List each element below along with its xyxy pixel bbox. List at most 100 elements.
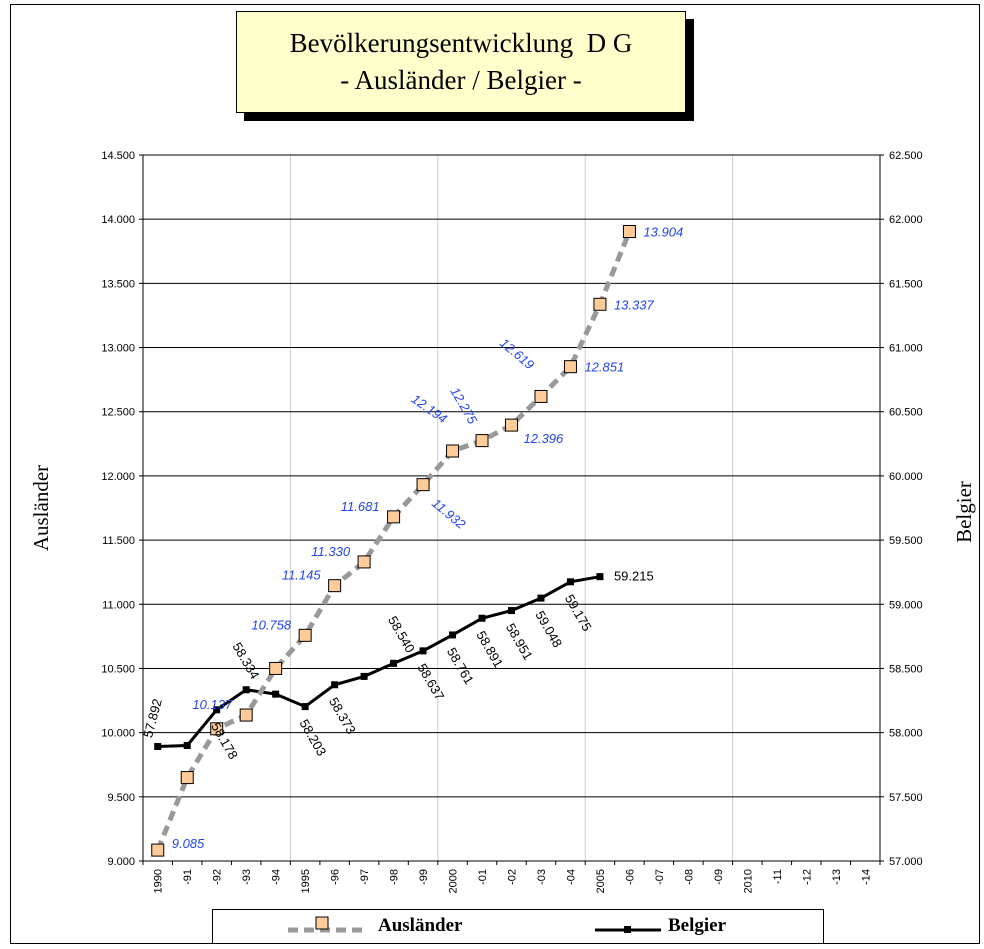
- y-tick-label-right: 60.500: [889, 407, 923, 419]
- auslaender-data-label: 12.851: [584, 360, 624, 375]
- legend-belgier-marker-icon: [624, 926, 631, 933]
- auslaender-data-point: [387, 510, 401, 524]
- y-tick-label-right: 62.000: [889, 214, 923, 226]
- belgier-data-point: [390, 659, 398, 667]
- belgier-data-label: 58.951: [503, 621, 536, 663]
- y-tick-label-left: 11.000: [102, 599, 135, 611]
- belgier-data-point: [331, 681, 339, 689]
- auslaender-data-label: 10.758: [251, 617, 292, 632]
- belgier-data-label: 58.761: [444, 645, 477, 687]
- x-tick-label: -06: [624, 869, 636, 885]
- belgier-data-point: [419, 647, 427, 655]
- belgier-data-point: [301, 703, 309, 711]
- auslaender-data-point: [269, 661, 283, 675]
- x-tick-label: 2000: [448, 869, 460, 893]
- x-tick-label: -96: [330, 869, 342, 885]
- auslaender-data-label: 9.085: [172, 836, 205, 851]
- auslaender-data-label: 12.275: [447, 385, 480, 428]
- x-tick-label: -09: [713, 869, 725, 885]
- auslaender-data-point: [328, 579, 342, 593]
- y-tick-label-left: 10.500: [101, 663, 135, 675]
- auslaender-data-label: 12.396: [524, 431, 565, 446]
- legend-auslaender-marker-icon: [315, 916, 329, 930]
- auslaender-data-point: [534, 389, 548, 403]
- chart-title: Bevölkerungsentwicklung D G - Ausländer …: [236, 11, 686, 113]
- belgier-data-label: 59.175: [562, 592, 595, 634]
- x-tick-label: -98: [389, 869, 401, 885]
- y-tick-label-left: 12.000: [101, 471, 135, 483]
- belgier-data-point: [154, 742, 162, 750]
- x-tick-label: -03: [536, 869, 548, 885]
- belgier-data-label: 59.048: [532, 608, 565, 650]
- chart-plot: 9.000 57.000 9.500 57.500 10.000 58.000 10.500…: [29, 150, 976, 893]
- legend: Ausländer Belgier: [212, 909, 824, 944]
- x-tick-label: 2010: [742, 869, 754, 893]
- y-tick-label-left: 11.500: [102, 535, 135, 547]
- x-tick-label: -01: [477, 869, 489, 885]
- belgier-data-point: [566, 578, 574, 586]
- auslaender-data-point: [416, 478, 430, 492]
- y-tick-label-right: 57.500: [889, 792, 923, 804]
- belgier-data-point: [478, 614, 486, 622]
- x-tick-label: 2005: [595, 869, 607, 893]
- x-tick-label: -97: [359, 869, 371, 885]
- y-tick-label-right: 57.000: [889, 856, 923, 868]
- auslaender-data-point: [210, 722, 224, 736]
- belgier-data-label: 58.334: [230, 640, 263, 682]
- belgier-data-point: [449, 631, 457, 639]
- belgier-data-point: [537, 594, 545, 602]
- auslaender-data-label: 11.145: [282, 568, 322, 583]
- x-tick-label: -92: [212, 869, 224, 885]
- y-tick-label-left: 9.500: [107, 792, 135, 804]
- auslaender-data-label: 13.904: [643, 225, 683, 240]
- y-tick-label-right: 59.500: [889, 535, 923, 547]
- auslaender-data-point: [505, 418, 518, 432]
- y-tick-label-right: 58.000: [889, 728, 923, 740]
- x-tick-label: 1995: [300, 869, 312, 893]
- auslaender-data-label: 12.619: [497, 335, 537, 372]
- auslaender-data-point: [180, 771, 194, 785]
- auslaender-data-point: [563, 360, 577, 374]
- belgier-data-label: 58.540: [385, 613, 418, 655]
- x-tick-label: -14: [860, 869, 872, 885]
- legend-symbols: [288, 916, 661, 933]
- legend-belgier-label: Belgier: [668, 915, 727, 936]
- auslaender-data-label: 10.137: [192, 697, 233, 712]
- y-tick-label-right: 61.000: [889, 343, 923, 355]
- belgier-data-point: [596, 573, 604, 581]
- auslaender-data-label: 11.932: [429, 495, 469, 532]
- x-tick-label: -13: [831, 869, 843, 885]
- belgier-data-label: 58.891: [473, 628, 506, 670]
- chart-title-line1: Bevölkerungsentwicklung D G: [289, 28, 633, 58]
- x-tick-label: -04: [565, 869, 577, 885]
- y-axis-title-right: Belgier: [952, 481, 976, 543]
- y-tick-label-right: 61.500: [889, 278, 923, 290]
- auslaender-data-point: [357, 555, 371, 569]
- belgier-data-point: [508, 607, 515, 615]
- y-tick-label-right: 62.500: [889, 150, 923, 162]
- belgier-data-label: 59.215: [614, 569, 654, 584]
- belgier-data-label: 58.373: [326, 695, 359, 737]
- y-tick-label-right: 60.000: [889, 471, 923, 483]
- auslaender-data-label: 13.337: [614, 297, 655, 312]
- auslaender-data-point: [475, 434, 489, 448]
- y-tick-label-left: 10.000: [101, 728, 135, 740]
- auslaender-data-label: 11.681: [341, 499, 380, 514]
- y-tick-label-left: 9.000: [107, 856, 135, 868]
- auslaender-data-point: [151, 843, 165, 857]
- belgier-data-label: 58.203: [297, 717, 330, 759]
- belgier-data-point: [213, 706, 221, 714]
- y-tick-label-left: 14.500: [101, 150, 135, 162]
- belgier-data-label: 58.637: [414, 661, 447, 703]
- auslaender-data-point: [622, 225, 636, 239]
- belgier-data-label: 58.178: [208, 720, 241, 762]
- y-tick-label-left: 13.500: [101, 278, 135, 290]
- auslaender-data-label: 11.330: [311, 544, 351, 559]
- x-tick-label: -93: [241, 869, 253, 885]
- x-tick-label: -12: [801, 869, 813, 885]
- belgier-data-point: [183, 741, 191, 749]
- auslaender-data-point: [239, 708, 253, 722]
- x-tick-label: -11: [772, 869, 784, 884]
- y-tick-label-left: 14.000: [101, 214, 135, 226]
- legend-auslaender-label: Ausländer: [378, 915, 463, 936]
